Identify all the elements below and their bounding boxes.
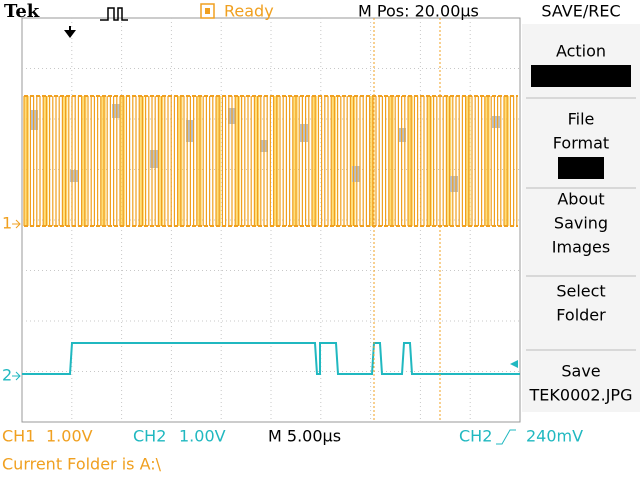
ch1-fill: [292, 96, 298, 226]
ch2-arrow: [12, 371, 21, 381]
ch1-marker: 1: [2, 214, 12, 233]
menu-label: Action: [556, 42, 606, 61]
menu-title: SAVE/REC: [541, 2, 620, 21]
ch1-fill: [120, 96, 125, 226]
ch1-gap: [352, 166, 360, 182]
ch1-fill: [235, 96, 241, 226]
menu-label: About: [557, 190, 604, 209]
trigger-level: 240mV: [526, 427, 583, 446]
ch1-fill: [196, 96, 202, 226]
trigger-position-marker: [64, 30, 76, 38]
menu-label: Save: [561, 362, 600, 381]
ch2-label: CH2: [133, 427, 166, 446]
menu-value: JPEG: [562, 158, 600, 177]
menu: SAVE/REC Action Save Image File Format JPEG A…: [526, 2, 636, 405]
ch2-marker: 2: [2, 366, 12, 385]
ch1-fill: [484, 96, 490, 226]
ch1-fill: [62, 96, 68, 226]
ch1-fill: [24, 96, 29, 226]
ch1-fill: [331, 96, 337, 226]
ch1-fill: [158, 96, 164, 226]
ch1-fill: [81, 96, 87, 226]
ch1-arrow: [12, 219, 21, 229]
current-folder: Current Folder is A:\: [2, 455, 162, 474]
menu-value-highlight: [558, 157, 604, 179]
ch1-fill: [312, 96, 317, 226]
menu-label: Select: [556, 282, 605, 301]
ch1-fill: [446, 96, 452, 226]
status-icon: [200, 3, 215, 19]
menu-panel: [522, 24, 640, 412]
ch1-fill: [350, 96, 356, 226]
status-icon-dot: [205, 8, 210, 14]
ch1-gap: [112, 104, 120, 118]
ch1-fill: [388, 96, 394, 226]
ch1-fill: [273, 96, 279, 226]
ch1-fill: [408, 96, 413, 226]
ch2-scale: 1.00V: [179, 427, 226, 446]
menu-value: Save Image: [534, 66, 628, 85]
ch1-gap: [300, 124, 308, 142]
ch1-fill: [43, 96, 49, 226]
ch1-gap: [70, 170, 78, 182]
menu-label: TEK0002.JPG: [529, 386, 633, 405]
menu-label: Saving: [554, 214, 608, 233]
ch1-waveform: [23, 95, 518, 227]
position: M Pos: 20.00µs: [358, 2, 479, 21]
ch1-fill: [100, 96, 106, 226]
trigger-level-marker: [510, 360, 518, 368]
menu-value-highlight: [531, 65, 631, 87]
status: Ready: [224, 2, 274, 21]
menu-label: Folder: [556, 306, 606, 325]
timebase: M 5.00µs: [268, 427, 341, 446]
trigger-slope: [496, 429, 516, 445]
ch1-scale: 1.00V: [46, 427, 93, 446]
menu-label: Images: [552, 238, 610, 257]
ch1-fill: [177, 96, 183, 226]
trigger-source: CH2: [459, 427, 492, 446]
ch1-gap: [450, 176, 458, 192]
ch1-label: CH1: [2, 427, 35, 446]
ch1-gap: [150, 150, 158, 168]
menu-label: File: [568, 110, 595, 129]
ch1-fill: [427, 96, 433, 226]
ch1-fill: [465, 96, 471, 226]
menu-label: Format: [553, 134, 609, 153]
ch1-fill: [504, 96, 509, 226]
brand: Tek: [4, 1, 40, 22]
ch1-fill: [369, 96, 375, 226]
ch1-fill: [139, 96, 145, 226]
ch2-waveform: [22, 342, 520, 375]
ch1-gap: [492, 116, 500, 128]
acquisition-icon: [100, 7, 128, 21]
ch1-fill: [216, 96, 221, 226]
ch1-fill: [254, 96, 260, 226]
